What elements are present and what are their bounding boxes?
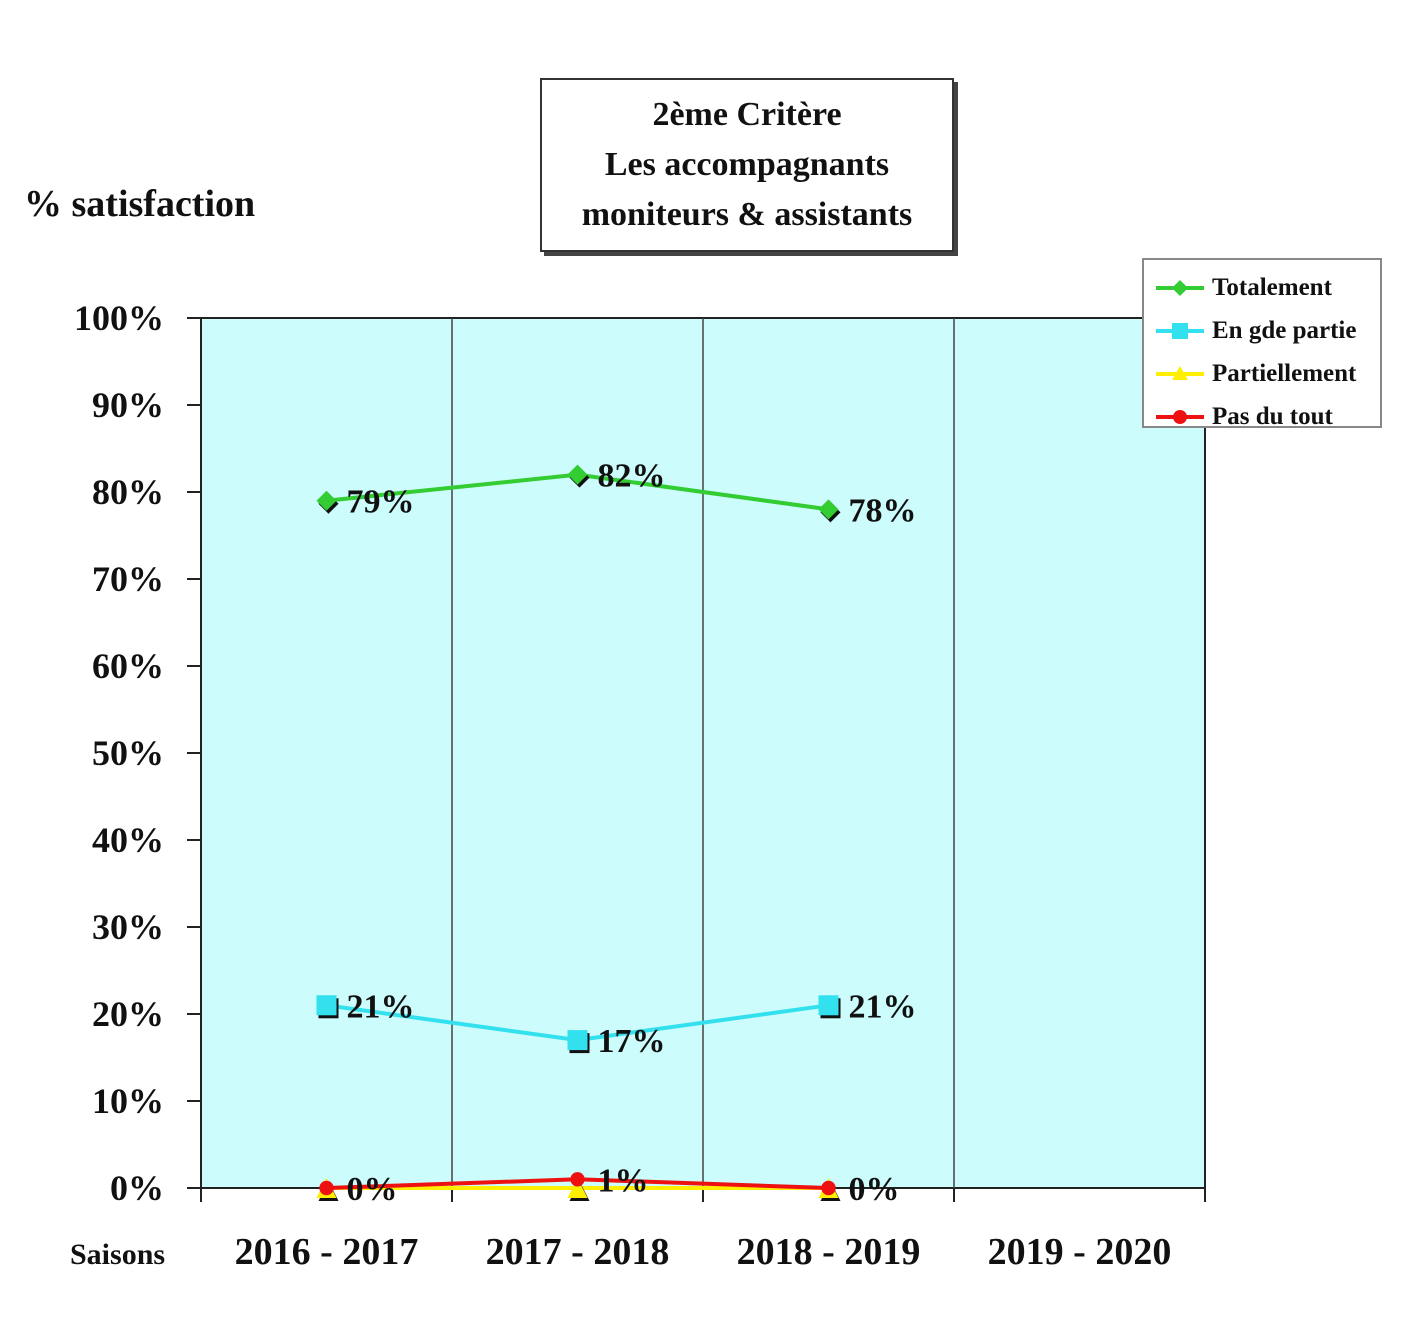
data-point-en-gde-partie [818, 995, 839, 1016]
y-tick-label: 0% [110, 1168, 164, 1208]
y-tick-label: 60% [92, 646, 164, 686]
y-tick-label: 80% [92, 472, 164, 512]
x-tick-label: 2017 - 2018 [486, 1231, 670, 1273]
series-totalement: 79% 82% 78% [316, 458, 917, 529]
x-tick-label: 2018 - 2019 [737, 1231, 921, 1273]
data-label-totalement: 78% [849, 492, 917, 529]
y-tick-label: 90% [92, 385, 164, 425]
data-label-pas-du-tout: 0% [849, 1171, 900, 1208]
x-tick-label: 2016 - 2017 [235, 1231, 419, 1273]
y-axis-label: % satisfaction [24, 183, 256, 225]
legend-swatch-pas-du-tout [1156, 409, 1204, 424]
legend-item-pas-du-tout: Pas du tout [1150, 395, 1380, 438]
legend-marker-partiellement [1172, 365, 1188, 380]
data-label-en-gde-partie: 17% [598, 1023, 666, 1060]
y-tick-label: 70% [92, 559, 164, 599]
data-label-pas-du-tout: 0% [347, 1171, 398, 1208]
legend-swatch-totalement [1156, 279, 1204, 296]
title-line-2: Les accompagnants [604, 146, 890, 183]
legend-swatch-partiellement [1156, 365, 1204, 380]
series-en-gde-partie: 21% 17% 21% [316, 988, 917, 1060]
title-line-1: 2ème Critère [652, 96, 842, 133]
y-tick-label: 50% [92, 733, 164, 773]
y-tick-label: 40% [92, 820, 164, 860]
legend-item-en-gde-partie: En gde partie [1150, 309, 1380, 352]
category-separators [451, 318, 955, 1188]
y-tick-label: 100% [74, 298, 164, 338]
data-point-partiellement [567, 1178, 588, 1198]
data-point-totalement [316, 490, 337, 511]
data-point-pas-du-tout [319, 1180, 334, 1196]
y-tick-label: 20% [92, 994, 164, 1034]
data-label-totalement: 82% [598, 458, 666, 495]
series-layer: 21% 17% 21% 79% 82% 78% 0% 1% 0% [316, 458, 917, 1208]
title-line-3: moniteurs & assistants [581, 196, 913, 233]
chart-title: 2ème Critère Les accompagnants moniteurs… [540, 78, 954, 252]
legend-marker-totalement [1172, 279, 1188, 296]
x-axis-label: Saisons [70, 1238, 165, 1271]
series-pas-du-tout: 0% 1% 0% [319, 1162, 900, 1208]
legend-label: Pas du tout [1212, 402, 1333, 430]
data-label-pas-du-tout: 1% [598, 1162, 649, 1199]
legend-label: En gde partie [1212, 316, 1357, 344]
legend-item-totalement: Totalement [1150, 266, 1380, 309]
y-tick-label: 10% [92, 1081, 164, 1121]
legend-item-partiellement: Partiellement [1150, 352, 1380, 395]
y-axis: 0% 10% 20% 30% 40% 50% 60% 70% 80% 90% 100% [74, 298, 201, 1208]
data-point-totalement [567, 464, 588, 485]
legend: Totalement En gde partie Partiellement P… [1142, 258, 1382, 430]
legend-label: Partiellement [1212, 359, 1357, 387]
data-label-en-gde-partie: 21% [347, 988, 415, 1025]
legend-marker-pas-du-tout [1173, 409, 1187, 424]
data-point-pas-du-tout [570, 1172, 585, 1187]
x-tick-label: 2019 - 2020 [988, 1231, 1172, 1273]
y-tick-label: 30% [92, 907, 164, 947]
data-point-en-gde-partie [567, 1030, 588, 1051]
legend-label: Totalement [1212, 273, 1332, 301]
data-label-en-gde-partie: 21% [849, 988, 917, 1025]
data-point-pas-du-tout [821, 1180, 836, 1196]
data-point-totalement [818, 499, 839, 520]
x-axis: 2016 - 2017 2017 - 2018 2018 - 2019 2019 - … [70, 1188, 1206, 1273]
legend-swatch-en-gde-partie [1156, 322, 1204, 339]
data-label-totalement: 79% [347, 484, 415, 521]
data-point-en-gde-partie [316, 995, 337, 1016]
legend-marker-en-gde-partie [1172, 322, 1188, 339]
